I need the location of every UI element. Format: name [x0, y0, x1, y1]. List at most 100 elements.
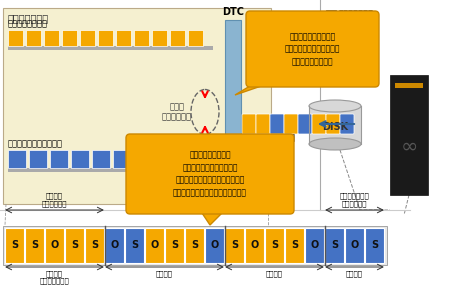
- Polygon shape: [235, 83, 270, 95]
- Text: S: S: [331, 241, 338, 250]
- FancyBboxPatch shape: [340, 114, 354, 134]
- Text: スロット
（＝一定時間）: スロット （＝一定時間）: [40, 270, 69, 284]
- Bar: [26, 30, 41, 46]
- FancyBboxPatch shape: [3, 8, 271, 204]
- Text: コントローラー: コントローラー: [8, 13, 49, 23]
- Bar: [85, 228, 104, 263]
- Text: S: S: [71, 241, 78, 250]
- Text: S: S: [191, 241, 198, 250]
- Bar: [62, 30, 77, 46]
- Bar: [285, 228, 304, 263]
- Text: S: S: [11, 241, 18, 250]
- Bar: [205, 228, 224, 263]
- Bar: [225, 20, 241, 185]
- Text: スロット: スロット: [346, 270, 363, 277]
- Text: ∞: ∞: [400, 137, 418, 157]
- FancyBboxPatch shape: [246, 11, 379, 87]
- Text: S: S: [371, 241, 378, 250]
- Text: O: O: [310, 241, 318, 250]
- Bar: [80, 30, 95, 46]
- Bar: [326, 23, 336, 32]
- Bar: [365, 228, 384, 263]
- Bar: [113, 150, 131, 168]
- FancyBboxPatch shape: [270, 114, 284, 134]
- Bar: [3, 226, 387, 265]
- Text: ランダムアクセスと
シーケンシャルアクセスが
混合する場合、各アクセスごとに
ディスク占有時間を割り当てます。: ランダムアクセスと シーケンシャルアクセスが 混合する場合、各アクセスごとに デ…: [173, 151, 247, 197]
- Ellipse shape: [309, 100, 361, 112]
- FancyBboxPatch shape: [256, 114, 270, 134]
- Bar: [8, 30, 23, 46]
- Bar: [50, 150, 68, 168]
- Bar: [98, 30, 113, 46]
- Text: S: S: [31, 241, 38, 250]
- Bar: [29, 150, 47, 168]
- Bar: [134, 150, 152, 168]
- Bar: [325, 228, 344, 263]
- Text: ランダム
アクセスのみ: ランダム アクセスのみ: [42, 193, 67, 207]
- Bar: [309, 106, 361, 144]
- Text: ランダム: ランダム: [339, 22, 359, 32]
- Text: S: S: [91, 241, 98, 250]
- Text: O: O: [111, 241, 119, 250]
- Bar: [152, 30, 167, 46]
- Bar: [145, 228, 164, 263]
- Bar: [125, 228, 144, 263]
- Bar: [245, 228, 264, 263]
- FancyBboxPatch shape: [312, 114, 326, 134]
- Text: タイム
シェアリング: タイム シェアリング: [162, 102, 192, 122]
- Text: O: O: [150, 241, 159, 250]
- Bar: [92, 150, 110, 168]
- Bar: [8, 150, 26, 168]
- Text: スロット: スロット: [266, 270, 283, 277]
- FancyBboxPatch shape: [126, 134, 294, 214]
- Text: ランダムアクセス: ランダムアクセス: [8, 19, 48, 28]
- Text: S: S: [171, 241, 178, 250]
- Bar: [165, 228, 184, 263]
- Bar: [8, 168, 196, 172]
- FancyBboxPatch shape: [298, 114, 312, 134]
- Bar: [116, 30, 131, 46]
- Bar: [345, 228, 364, 263]
- FancyBboxPatch shape: [284, 114, 298, 134]
- Text: S: S: [131, 241, 138, 250]
- Bar: [65, 228, 84, 263]
- Text: シーケンシャルアクセス: シーケンシャルアクセス: [8, 139, 63, 148]
- Text: S: S: [291, 241, 298, 250]
- Bar: [155, 150, 173, 168]
- Text: S：アクセスコマンド: S：アクセスコマンド: [326, 49, 376, 58]
- Bar: [265, 228, 284, 263]
- Text: O: O: [350, 241, 359, 250]
- Bar: [25, 228, 44, 263]
- Bar: [44, 30, 59, 46]
- Text: O: O: [210, 241, 218, 250]
- Polygon shape: [200, 210, 225, 225]
- Bar: [395, 83, 423, 88]
- FancyBboxPatch shape: [242, 114, 256, 134]
- Text: アクセスの種類ごとに
ディスク占有時間の割当て
が決まっています。: アクセスの種類ごとに ディスク占有時間の割当て が決まっています。: [285, 32, 340, 66]
- Bar: [390, 75, 428, 195]
- Text: DISK: DISK: [322, 122, 348, 132]
- Bar: [176, 150, 194, 168]
- Text: O：優先処理指示: O：優先処理指示: [326, 38, 368, 47]
- Text: S: S: [271, 241, 278, 250]
- Bar: [8, 46, 213, 50]
- Bar: [225, 228, 244, 263]
- Text: O: O: [250, 241, 258, 250]
- Ellipse shape: [309, 138, 361, 150]
- Bar: [5, 228, 24, 263]
- Bar: [326, 10, 336, 19]
- Bar: [305, 228, 324, 263]
- Bar: [170, 30, 185, 46]
- Text: S: S: [231, 241, 238, 250]
- Bar: [105, 228, 124, 263]
- Bar: [45, 228, 64, 263]
- Text: シーケンシャル
アクセスのみ: シーケンシャル アクセスのみ: [339, 193, 369, 207]
- Bar: [134, 30, 149, 46]
- Bar: [185, 228, 204, 263]
- FancyBboxPatch shape: [326, 114, 340, 134]
- Text: スロット: スロット: [156, 270, 173, 277]
- Text: DTC: DTC: [222, 7, 244, 17]
- Text: 時間: 時間: [286, 133, 296, 142]
- Bar: [71, 150, 89, 168]
- Text: シーケンシャル: シーケンシャル: [339, 10, 374, 19]
